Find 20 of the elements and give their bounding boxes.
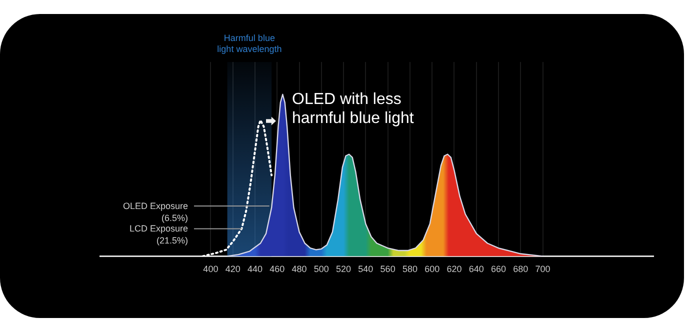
x-tick-label: 700: [535, 264, 550, 274]
x-tick-label: 600: [424, 264, 440, 274]
x-tick-label: 640: [468, 264, 484, 274]
x-tick-label: 560: [380, 264, 396, 274]
band-label: Harmful blue light wavelength: [217, 33, 282, 54]
x-tick-label: 580: [402, 264, 418, 274]
x-tick-label: 620: [446, 264, 462, 274]
x-tick-label: 680: [513, 264, 528, 274]
x-tick-label: 440: [247, 264, 262, 274]
x-tick-label: 520: [336, 264, 352, 274]
x-tick-label: 500: [314, 264, 329, 274]
x-tick-label: 400: [203, 264, 218, 274]
x-tick-label: 420: [225, 264, 240, 274]
x-tick-label: 660: [491, 264, 506, 274]
annotation: LCD Exposure (21.5%): [129, 224, 188, 246]
x-tick-label: 540: [358, 264, 374, 274]
x-tick-label: 460: [270, 264, 285, 274]
annotation: OLED Exposure (6.5%): [122, 201, 188, 224]
annotation: OLED with less harmful blue light: [292, 91, 414, 127]
x-tick-label: 480: [292, 264, 307, 274]
